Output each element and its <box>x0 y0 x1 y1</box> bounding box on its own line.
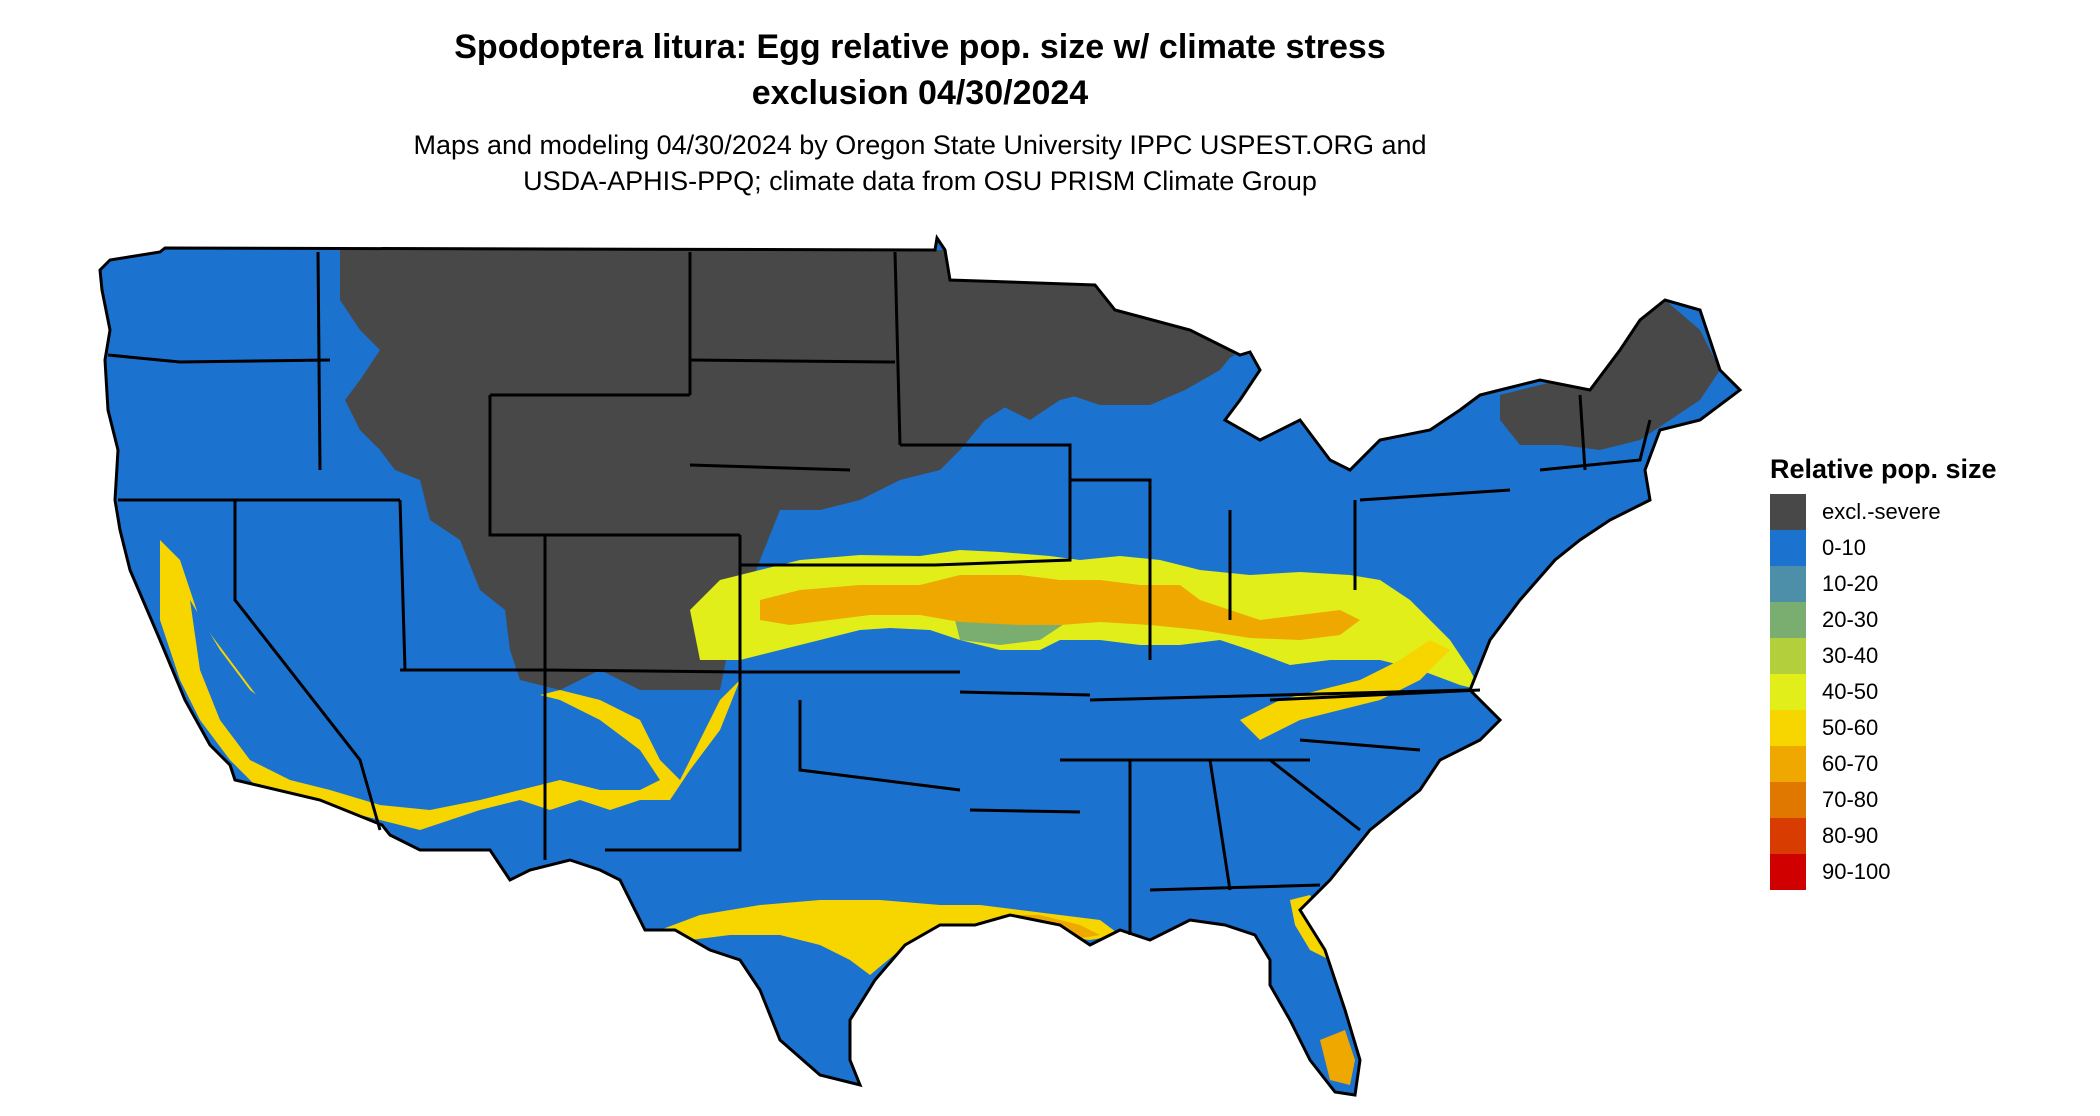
legend-item: 60-70 <box>1770 746 2070 782</box>
legend-item: 50-60 <box>1770 710 2070 746</box>
border-wy-co <box>488 395 740 537</box>
legend-label: 20-30 <box>1822 607 1879 632</box>
legend-swatch <box>1770 638 1806 674</box>
legend-label: 70-80 <box>1822 787 1879 812</box>
border-va-nc <box>1269 688 1481 702</box>
legend-label: 40-50 <box>1822 679 1879 704</box>
map-exclusion-northeast <box>1500 300 1720 450</box>
legend-swatch <box>1770 494 1806 530</box>
legend-item: 70-80 <box>1770 782 2070 818</box>
border-id-west <box>316 251 322 471</box>
legend-label: 0-10 <box>1822 535 1867 560</box>
border-mo-ar <box>959 690 1091 697</box>
legend-label: 10-20 <box>1822 571 1879 596</box>
border-fl-north <box>1149 883 1321 892</box>
map-band-appalachian <box>1240 640 1450 740</box>
legend-label: 50-60 <box>1822 715 1879 740</box>
border-ky-tn <box>1089 688 1471 702</box>
map-fill-layer <box>100 238 1740 1095</box>
legend-label: 90-100 <box>1822 859 1891 884</box>
map-title-line2: exclusion 04/30/2024 <box>751 74 1089 112</box>
border-co-nm <box>544 668 741 674</box>
legend-label: 30-40 <box>1822 643 1879 668</box>
border-mn-wi <box>893 251 902 446</box>
legend-item: 20-30 <box>1770 602 2070 638</box>
border-vt-nh <box>1578 394 1587 471</box>
border-al-ga <box>1208 759 1232 891</box>
border-sd-ne <box>689 463 851 472</box>
legend-swatch <box>1770 746 1806 782</box>
border-ga-sc <box>1269 758 1361 832</box>
legend-label: 80-90 <box>1822 823 1879 848</box>
border-nd-sd <box>689 358 896 364</box>
legend-item: 0-10 <box>1770 530 2070 566</box>
border-nm-tx <box>605 672 742 852</box>
border-nc-sc <box>1299 738 1421 752</box>
legend-swatch <box>1770 602 1806 638</box>
border-ia <box>900 443 1072 567</box>
legend-item: 40-50 <box>1770 674 2070 710</box>
border-ca-nv <box>233 500 382 831</box>
map-band-central-orange <box>760 575 1360 640</box>
border-ok-tx <box>798 700 961 792</box>
legend-item: excl.-severe <box>1770 494 2070 530</box>
legend-item: 10-20 <box>1770 566 2070 602</box>
map-band-southwest-blue <box>190 600 660 810</box>
legend-swatch <box>1770 818 1806 854</box>
legend: Relative pop. size excl.-severe 0-10 10-20… <box>1770 452 2070 890</box>
legend-item: 80-90 <box>1770 818 2070 854</box>
legend-items: excl.-severe 0-10 10-20 20-30 30-40 40-50 50-6… <box>1770 494 2070 890</box>
map-exclusion-region <box>340 250 1240 690</box>
map-subtitle-line2: USDA-APHIS-PPQ; climate data from OSU PR… <box>523 166 1317 196</box>
legend-label: 60-70 <box>1822 751 1879 776</box>
legend-swatch <box>1770 530 1806 566</box>
border-wa-or <box>107 353 331 364</box>
map-band-florida-tip <box>1320 1030 1355 1085</box>
legend-swatch <box>1770 566 1806 602</box>
border-il <box>1070 478 1152 660</box>
border-ny-pa <box>1359 488 1511 502</box>
border-ar-la <box>969 808 1081 814</box>
map-title-line1: Spodoptera litura: Egg relative pop. siz… <box>454 28 1386 66</box>
legend-title: Relative pop. size <box>1770 454 1997 484</box>
state-borders <box>107 251 1652 935</box>
legend-swatch <box>1770 782 1806 818</box>
legend-swatch <box>1770 854 1806 890</box>
legend-item: 30-40 <box>1770 638 2070 674</box>
map-exclusion-upper-peninsula <box>1000 320 1235 420</box>
legend-swatch <box>1770 710 1806 746</box>
border-nv-ut <box>398 499 407 671</box>
map-subtitle-line1: Maps and modeling 04/30/2024 by Oregon S… <box>413 130 1427 160</box>
legend-item: 90-100 <box>1770 854 2070 890</box>
legend-swatch <box>1770 674 1806 710</box>
legend-label: excl.-severe <box>1822 499 1941 524</box>
border-new-england <box>1539 419 1652 472</box>
